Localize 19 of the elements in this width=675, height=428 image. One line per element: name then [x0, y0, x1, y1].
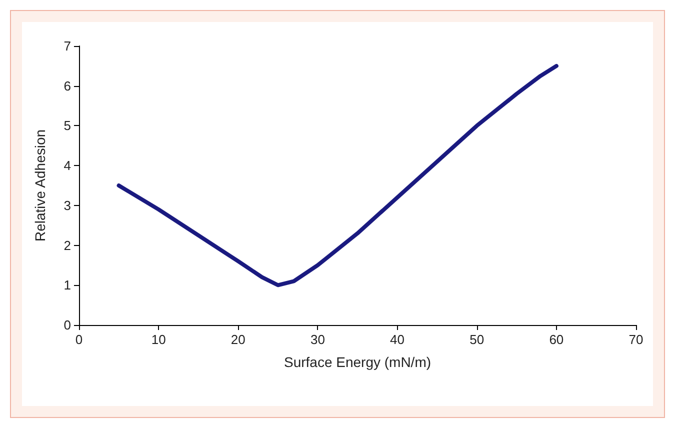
- x-tick-label: 0: [75, 332, 83, 347]
- x-tick-label: 50: [470, 332, 484, 347]
- y-tick-label: 5: [64, 118, 71, 134]
- x-tick-label: 40: [390, 332, 405, 347]
- y-tick-label: 0: [64, 318, 71, 332]
- line-series: [116, 64, 558, 288]
- y-tick-label: 4: [64, 158, 71, 174]
- y-tick-label: 3: [64, 198, 71, 213]
- x-axis-title: Surface Energy (mN/m): [284, 354, 432, 370]
- y-axis-title: Relative Adhesion: [32, 129, 48, 242]
- y-tick-label: 2: [64, 238, 71, 253]
- y-tick-label: 1: [64, 278, 71, 293]
- x-tick-label: 70: [628, 332, 644, 347]
- y-tick-label: 6: [64, 78, 71, 94]
- x-tick-label: 30: [310, 332, 325, 347]
- x-tick-label: 60: [549, 332, 564, 347]
- y-tick-label: 7: [64, 38, 71, 54]
- x-tick-label: 10: [151, 332, 166, 347]
- x-tick-label: 20: [230, 332, 246, 347]
